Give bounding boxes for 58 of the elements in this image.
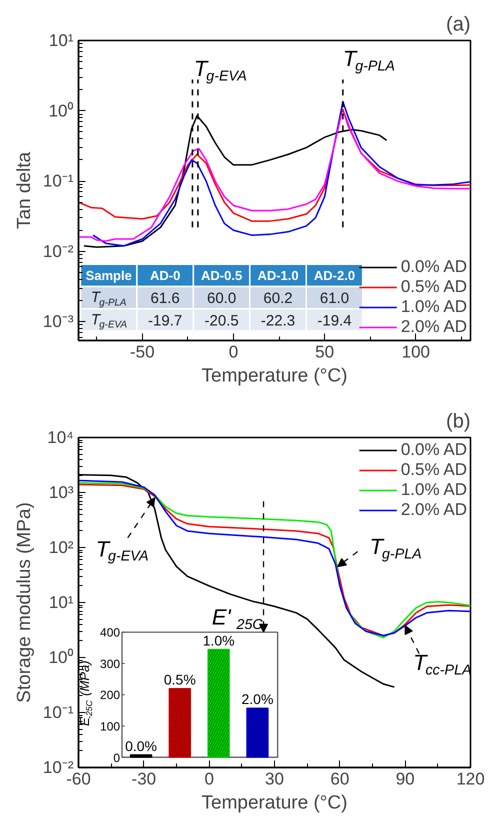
y-tick-label: 300 [100,656,120,671]
x-tick-label: 60 [330,770,350,788]
y-tick-label: 10¹ [48,31,74,50]
annotation: 61.0 [320,290,350,308]
annotation: -22.3 [260,312,296,330]
x-tick-label: 1.0% [202,632,235,648]
annotation: E'25C [212,604,264,633]
y-tick-label: 10⁰ [48,648,74,667]
annotation: AD-1.0 [257,268,299,283]
legend-label: 2.0% AD [400,317,467,337]
y-tick-label: 10⁻³ [42,312,74,332]
x-tick-label: 100 [402,342,430,362]
annotation: AD-0 [150,268,180,283]
y-tick-label: 400 [100,626,120,640]
annotation: AD-2.0 [314,268,356,283]
y-tick-label: 100 [100,720,120,734]
y-axis-title: Tan delta [14,152,35,230]
annotation: -19.4 [317,312,352,330]
x-tick-label: 90 [396,770,415,788]
legend-label: 1.0% AD [400,480,467,500]
x-axis-title: Temperature (°C) [202,366,348,386]
chart-title: (a) [446,14,471,36]
annotation: -20.5 [204,312,239,330]
x-axis-title: Temperature (°C) [202,792,348,814]
annotation: Sample [86,268,132,283]
legend-label: 0.5% AD [400,277,467,297]
x-tick-label: 30 [265,770,284,788]
y-tick-label: 0 [113,750,120,765]
x-tick-label: 0.5% [164,671,196,688]
x-tick-label: 2.0% [242,691,274,708]
y-tick-label: 10³ [48,483,74,502]
annotation: 61.6 [150,290,180,308]
y-tick-label: 10⁴ [47,428,74,447]
annotation: AD-0.5 [200,268,242,283]
chart-title: (b) [446,410,471,432]
annotation: -19.7 [148,312,182,330]
y-tick-label: 200 [100,688,120,702]
x-tick-label: 0 [204,770,214,788]
x-tick-label: 0.0% [125,738,157,754]
x-tick-label: 120 [456,770,485,788]
x-tick-label: 0 [228,342,238,362]
y-axis-title: Storage modulus (MPa) [14,502,35,703]
y-tick-label: 10⁻¹ [42,172,74,191]
y-tick-label: 10¹ [48,593,74,612]
legend-label: 2.0% AD [400,500,467,520]
annotation: 60.0 [206,290,236,308]
annotation: 60.2 [263,290,293,308]
legend-label: 0.5% AD [400,460,467,480]
legend-label: 0.0% AD [400,440,467,460]
legend-label: 1.0% AD [400,297,467,317]
y-tick-label: 10² [48,538,74,557]
x-tick-label: 50 [315,342,334,362]
y-tick-label: 10⁰ [48,101,74,120]
x-tick-label: -30 [132,770,156,788]
y-tick-label: 10⁻² [42,242,74,261]
y-tick-label: 10⁻¹ [42,703,74,722]
legend-label: 0.0% AD [400,257,467,277]
x-tick-label: -50 [130,342,155,362]
